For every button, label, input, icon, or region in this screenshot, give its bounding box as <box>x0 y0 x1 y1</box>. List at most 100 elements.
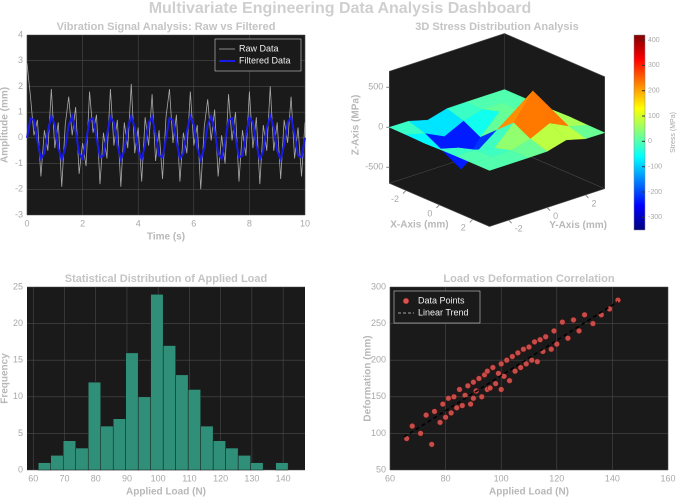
y-tick <box>546 207 551 211</box>
scatter-point <box>439 401 446 408</box>
chart-title: Vibration Signal Analysis: Raw vs Filter… <box>57 21 276 33</box>
colorbar-tick-label: 300 <box>648 62 660 69</box>
y-axis-label: Frequency <box>0 353 11 404</box>
scatter-point <box>431 408 438 415</box>
scatter-point <box>564 335 571 342</box>
x-axis-label: Time (s) <box>147 232 185 243</box>
y-tick <box>508 219 513 224</box>
z-tick-label: 500 <box>368 82 383 92</box>
y-tick-label: 200 <box>371 355 386 365</box>
y-tick-label: 20 <box>13 318 23 328</box>
y-tick-label: 2 <box>592 198 597 208</box>
x-tick-label: 2 <box>461 223 466 233</box>
y-tick-label: 4 <box>18 29 23 39</box>
histogram-bar <box>212 440 226 471</box>
x-tick-label: 130 <box>244 473 259 483</box>
y-axis-label: Amplitude (mm) <box>0 87 11 163</box>
scatter-point <box>520 346 527 353</box>
chart-title: 3D Stress Distribution Analysis <box>415 21 578 33</box>
line-series <box>26 112 306 164</box>
scatter-point <box>462 392 469 399</box>
x-tick-label: 2 <box>80 218 85 228</box>
scatter-point <box>492 380 499 387</box>
y-tick-label: 250 <box>371 318 386 328</box>
scatter-point <box>470 379 477 386</box>
y-tick-label: 15 <box>13 355 23 365</box>
y-tick-label: 1 <box>18 107 23 117</box>
scatter-point <box>575 327 583 334</box>
histogram-bar <box>237 455 251 471</box>
scatter-point <box>487 384 494 392</box>
x-tick-label: 80 <box>91 473 101 483</box>
y-tick-label: -2 <box>15 184 23 194</box>
histogram-bar <box>62 440 76 471</box>
histogram-bar <box>37 462 51 471</box>
histogram-bar <box>162 345 176 471</box>
scatter-point <box>456 386 463 393</box>
colorbar-tick-label: -200 <box>648 189 662 196</box>
z-tick-label: 0 <box>378 122 383 132</box>
scatter-point <box>409 423 416 430</box>
colorbar-label: Stress (MPa) <box>670 112 677 153</box>
scatter-point <box>553 341 560 348</box>
legend-box <box>393 290 481 324</box>
scatter-point <box>506 377 513 384</box>
z-axis-label: Z-Axis (MPa) <box>351 95 362 156</box>
x-tick-label: 0 <box>427 208 432 218</box>
histogram-bar <box>112 418 126 471</box>
scatter-point <box>548 346 555 353</box>
colorbar-tick-label: -100 <box>648 164 662 171</box>
scatter-point <box>450 393 457 400</box>
chart-title: Statistical Distribution of Applied Load <box>65 273 268 285</box>
scatter-point <box>514 349 521 356</box>
scatter-point <box>489 364 496 371</box>
x-tick-label: 160 <box>660 473 675 483</box>
y-tick-label: -3 <box>15 209 23 219</box>
histogram-bar <box>50 455 64 471</box>
x-tick-label: 140 <box>605 473 620 483</box>
x-tick-label: 60 <box>385 473 395 483</box>
scatter-point <box>550 327 558 334</box>
dashboard-title: Multivariate Engineering Data Analysis D… <box>149 0 532 17</box>
histogram-bar <box>200 425 214 471</box>
scatter-point <box>614 297 622 304</box>
histogram-bar <box>187 389 201 471</box>
legend-swatch <box>402 297 410 305</box>
colorbar <box>633 34 646 231</box>
y-tick-label: 100 <box>371 428 386 438</box>
y-axis-label: Y-Axis (mm) <box>549 220 607 231</box>
line-series <box>26 63 306 190</box>
scatter-point <box>453 404 460 411</box>
colorbar-tick-label: 0 <box>648 138 652 145</box>
x-tick-label: 8 <box>247 218 252 228</box>
scatter-point <box>417 430 424 437</box>
histogram-bar <box>87 381 101 471</box>
trend-line <box>403 301 619 438</box>
scatter-point <box>531 338 538 345</box>
histogram-bar <box>275 462 289 471</box>
x-tick <box>402 190 407 194</box>
x-tick-label: 120 <box>549 473 564 483</box>
x-tick-label: 90 <box>122 473 132 483</box>
y-tick-label: 0 <box>18 464 23 474</box>
legend-label: Filtered Data <box>239 55 291 65</box>
scatter-point <box>589 320 596 327</box>
x-tick-label: 80 <box>441 473 451 483</box>
x-tick-label: 110 <box>182 473 196 483</box>
x-tick-label: 70 <box>59 473 69 483</box>
scatter-point <box>475 375 483 382</box>
scatter-point <box>442 414 449 421</box>
legend-label: Raw Data <box>239 43 279 53</box>
y-tick-label: 5 <box>18 428 23 438</box>
scatter-point <box>581 311 588 318</box>
scatter-point <box>534 358 541 365</box>
x-axis-label: Applied Load (N) <box>126 487 206 497</box>
scatter-point <box>542 333 549 340</box>
x-axis-label: X-Axis (mm) <box>390 220 448 231</box>
y-tick-label: 25 <box>13 281 23 291</box>
histogram-bar <box>125 352 139 471</box>
x-tick-label: 6 <box>191 218 196 228</box>
legend-label: Linear Trend <box>418 307 469 317</box>
scatter-point <box>498 386 505 393</box>
